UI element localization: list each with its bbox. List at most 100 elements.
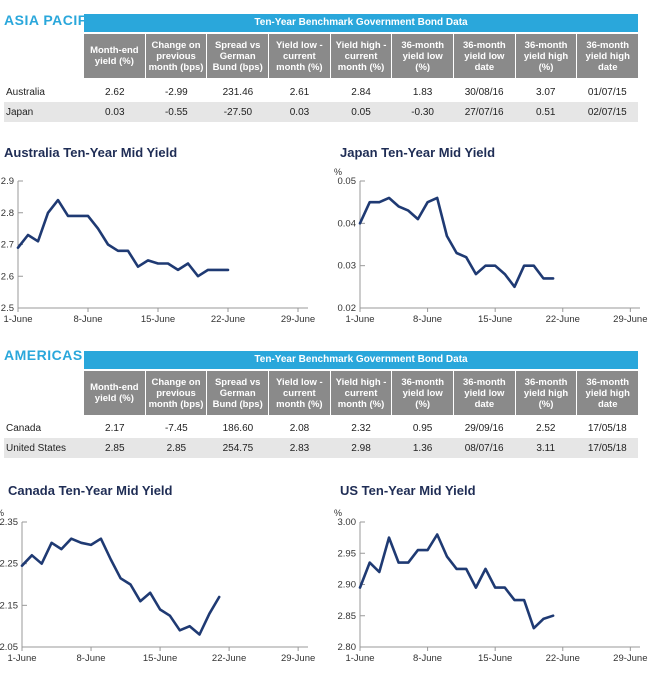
data-point: [207, 269, 209, 271]
data-point: [17, 246, 19, 249]
series-line: [358, 196, 555, 289]
data-point: [504, 586, 506, 589]
data-point: [119, 577, 122, 580]
y-tick-label: 0.03: [338, 261, 357, 272]
data-point: [107, 243, 109, 246]
americas-table-title: Ten-Year Benchmark Government Bond Data: [84, 351, 638, 369]
data-point: [368, 561, 371, 564]
y-tick-label: 0.04: [338, 218, 357, 229]
data-point: [446, 555, 448, 558]
data-point: [60, 548, 63, 550]
y-tick-label: 2.5: [1, 303, 14, 314]
asia-table-title: Ten-Year Benchmark Government Bond Data: [84, 14, 638, 32]
row-label: United States: [6, 442, 67, 454]
data-point: [227, 269, 229, 271]
x-tick-label: 22-June: [546, 314, 580, 325]
table-cell: 0.03: [289, 106, 310, 118]
region-label: AMERICAS: [4, 347, 83, 363]
column-header: Yield high - current month (%): [329, 34, 392, 78]
asia-table-header: Month-end yield (%) Change on previous mo…: [84, 34, 639, 78]
data-point: [157, 262, 159, 265]
data-point: [523, 264, 525, 267]
table-cell: 0.05: [351, 106, 371, 118]
table-row: Japan 0.03 -0.55 -27.50 0.03 0.05 -0.30 27/07/1…: [4, 102, 638, 122]
data-point: [407, 209, 410, 212]
data-point: [217, 269, 219, 271]
y-tick-label: 2.8: [1, 208, 14, 219]
data-point: [77, 215, 79, 217]
region-americas: AMERICAS: [4, 347, 83, 363]
data-point: [465, 256, 468, 258]
australia-yield-chart: %2.52.62.72.82.91-June8-June15-June22-Ju…: [0, 167, 315, 325]
series-line: [358, 533, 555, 630]
data-point: [27, 234, 29, 236]
data-point: [446, 235, 448, 237]
y-tick-label: 2.80: [338, 642, 357, 653]
table-cell: 2.84: [351, 86, 371, 98]
row-label: Canada: [6, 422, 42, 434]
data-point: [187, 262, 189, 265]
data-point: [97, 227, 99, 230]
data-point: [67, 215, 69, 217]
data-point: [494, 586, 496, 589]
data-point: [167, 262, 169, 265]
column-header: Yield low - current month (%): [268, 371, 330, 415]
data-point: [177, 269, 179, 271]
y-tick-label: 2.9: [1, 176, 14, 187]
y-tick-label: 2.95: [338, 548, 357, 559]
row-label: Japan: [6, 106, 34, 118]
data-point: [475, 586, 477, 589]
chart-title-canada: Canada Ten-Year Mid Yield: [8, 483, 173, 498]
y-tick-label: 3.00: [338, 517, 357, 528]
x-tick-label: 22-June: [212, 653, 246, 664]
data-point: [504, 273, 506, 275]
table-cell: 2.52: [535, 422, 556, 434]
table-cell: 3.07: [535, 86, 556, 98]
chart-title-us: US Ten-Year Mid Yield: [340, 483, 476, 498]
data-point: [397, 561, 400, 564]
chart-title-japan: Japan Ten-Year Mid Yield: [340, 145, 496, 160]
data-point: [513, 599, 516, 601]
x-tick-label: 22-June: [546, 653, 580, 664]
table-cell: 27/07/16: [464, 106, 504, 118]
data-point: [484, 568, 487, 570]
data-point: [359, 586, 361, 589]
table-cell: 2.08: [289, 422, 310, 434]
data-point: [109, 558, 112, 561]
data-point: [218, 596, 221, 598]
data-point: [208, 612, 211, 615]
data-point: [552, 614, 554, 617]
data-point: [21, 564, 23, 567]
x-tick-label: 29-June: [281, 653, 315, 664]
table-cell: -27.50: [223, 106, 253, 118]
table-cell: 231.46: [222, 86, 254, 98]
data-point: [552, 277, 554, 280]
data-point: [147, 259, 149, 262]
x-tick-label: 8-June: [413, 314, 442, 325]
data-point: [359, 222, 361, 225]
data-point: [388, 536, 390, 539]
table-cell: 29/09/16: [464, 422, 504, 434]
japan-yield-chart: % 0.02 0.03 0.04 0.05 1-June 8-June 15-June 22-J…: [334, 167, 648, 325]
data-point: [159, 608, 161, 611]
column-header: Change on previous month (bps): [144, 371, 207, 415]
x-tick-label: 1-June: [345, 653, 374, 664]
data-point: [70, 537, 73, 540]
data-point: [50, 542, 53, 544]
data-point: [455, 568, 458, 570]
table-cell: 0.51: [535, 106, 556, 118]
data-point: [197, 275, 199, 278]
x-tick-label: 15-June: [141, 314, 175, 325]
table-cell: 17/05/18: [587, 442, 627, 454]
x-tick-label: 8-June: [413, 653, 442, 664]
table-cell: 08/07/16: [464, 442, 504, 454]
table-cell: 1.83: [412, 86, 433, 98]
data-point: [436, 533, 439, 536]
y-axis-unit: %: [334, 508, 342, 518]
table-cell: 2.17: [105, 422, 125, 434]
x-tick-label: 22-June: [211, 314, 245, 325]
series-line: [16, 198, 230, 278]
column-header: 36-month yield high (%): [514, 371, 577, 415]
data-point: [417, 218, 419, 220]
y-tick-label: 2.25: [0, 559, 18, 570]
